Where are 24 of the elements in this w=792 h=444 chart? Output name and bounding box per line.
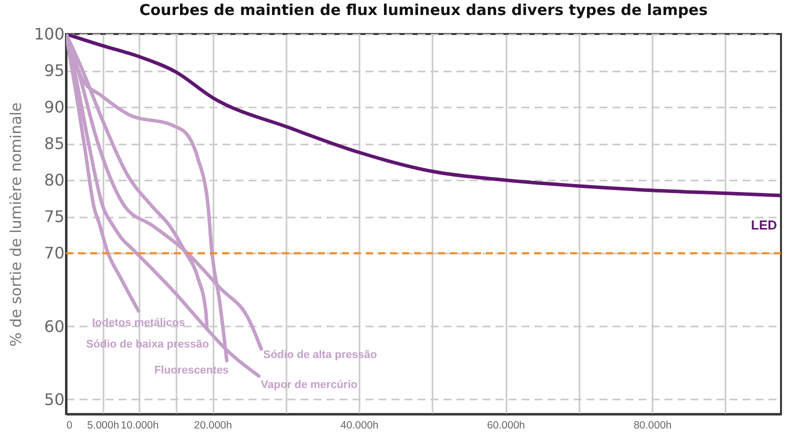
y-tick-label: 60 <box>44 316 64 336</box>
y-tick-label: 50 <box>44 390 64 409</box>
x-tick-label: 80.000h <box>634 420 672 432</box>
y-tick-label: 85 <box>44 134 64 154</box>
y-tick-label: 95 <box>44 61 64 80</box>
series-label: Fluorescentes <box>154 364 229 377</box>
y-tick-label: 75 <box>44 207 64 226</box>
x-tick-label: 10.000h <box>120 420 159 432</box>
y-axis-title: % de sortie de lumière nominale <box>6 102 25 347</box>
y-tick-label: 80 <box>44 170 64 190</box>
series-label: Sódio de alta pressão <box>263 348 378 361</box>
x-tick-label: 0 <box>66 420 72 432</box>
series-label: Sódio de baixa pressão <box>86 338 210 350</box>
series-label: LED <box>751 218 777 232</box>
chart-title: Courbes de maintien de flux lumineux dans divers types de lampes <box>139 1 708 19</box>
y-tick-label: 70 <box>44 244 64 263</box>
y-tick-label: 100 <box>34 24 64 44</box>
x-tick-label: 60.000h <box>487 420 526 432</box>
y-tick-label: 90 <box>44 98 64 117</box>
series-label: Iodetos metálicos <box>92 316 185 329</box>
x-tick-label: 20.000h <box>194 420 232 432</box>
series-label: Vapor de mercúrio <box>260 379 358 391</box>
x-tick-label: 5.000h <box>87 420 120 432</box>
x-tick-label: 40.000h <box>340 420 379 432</box>
